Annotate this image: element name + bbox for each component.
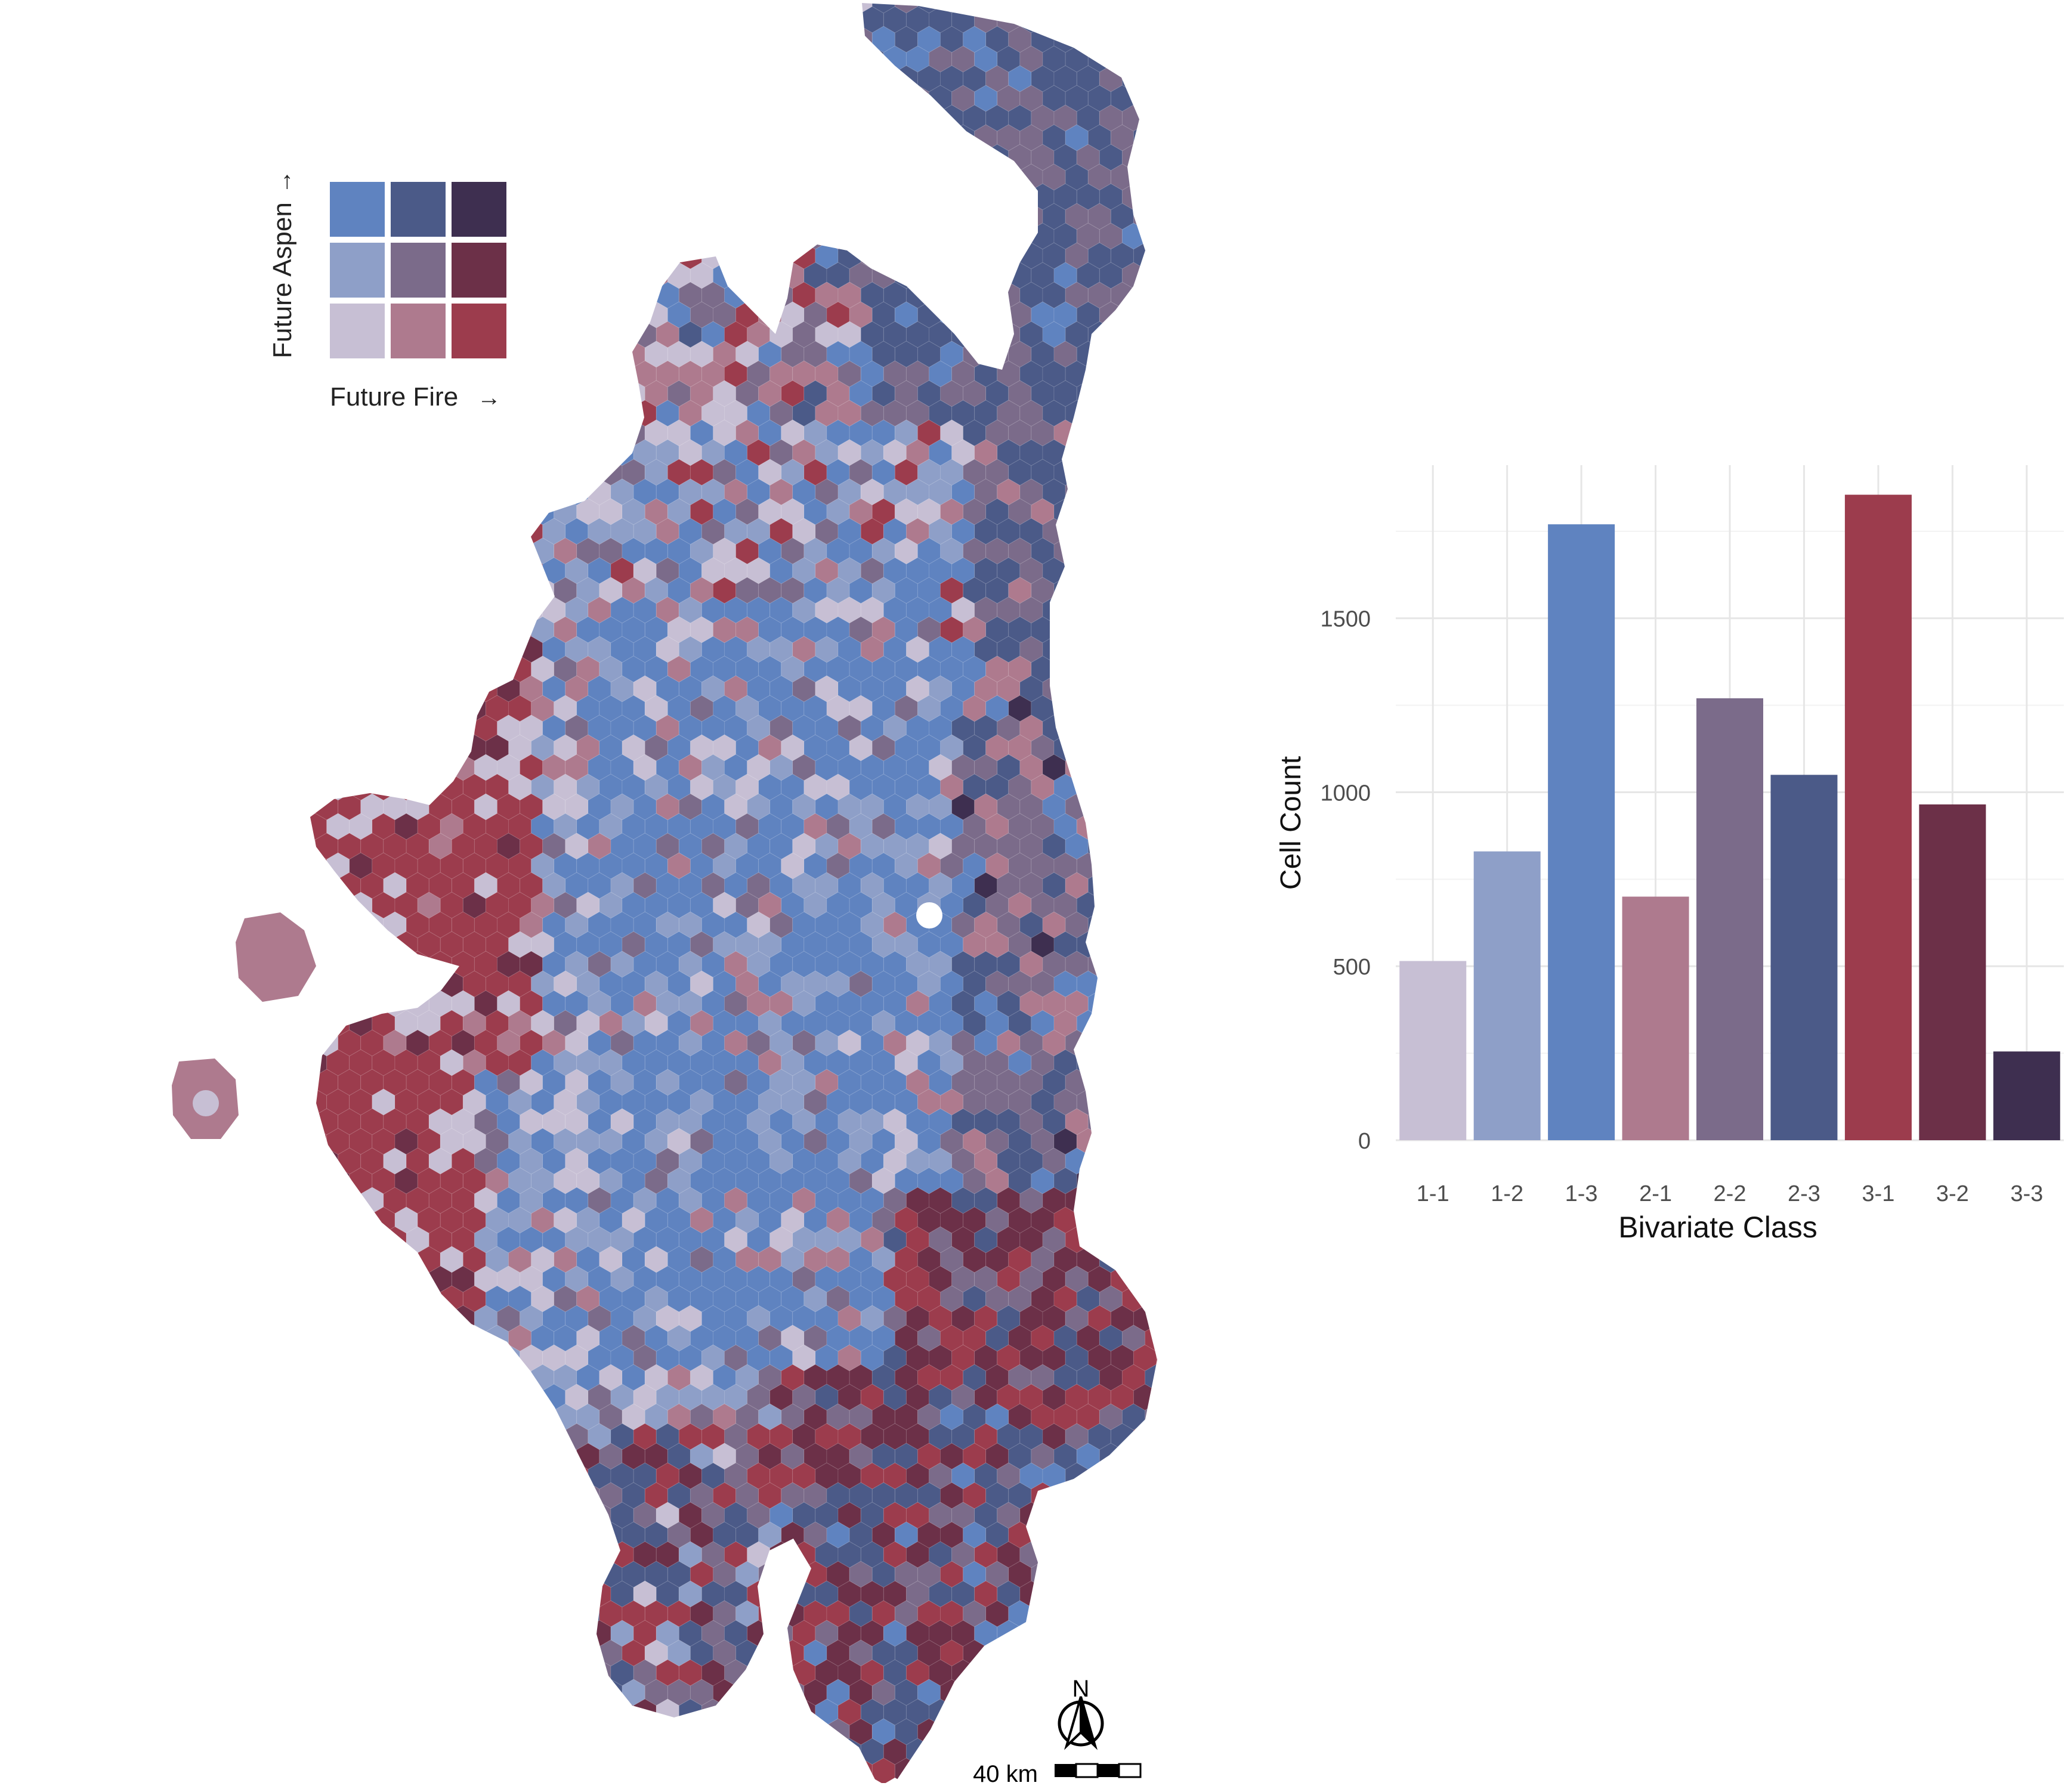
legend-cell-1-2 [391,182,446,237]
bar-chart: 0 500 1000 1500 1-1 1-2 1-3 2-1 2-2 2-3 3-1 3-2 3-3… [1275,465,2064,1244]
legend-y-arrow: → [270,170,296,194]
y-tick-label: 1000 [1320,781,1371,806]
bivariate-legend: Future Aspen → Future Fire → [268,170,506,411]
legend-x-label: Future Fire [330,382,458,411]
bar-3-3 [1993,1051,2060,1140]
scale-label: 40 km [973,1761,1038,1787]
x-tick-label: 3-3 [2010,1181,2043,1206]
legend-cell-1-3 [452,182,506,237]
chart-bars [1399,494,2060,1141]
y-tick-label: 1500 [1320,607,1371,632]
y-axis-title: Cell Count [1275,756,1307,890]
x-tick-label: 2-1 [1639,1181,1672,1206]
bar-2-1 [1622,896,1689,1140]
x-tick-label: 1-3 [1565,1181,1598,1206]
legend-cell-3-2 [391,304,446,358]
legend-cell-2-2 [391,243,446,298]
north-arrow-icon: N [1058,1676,1104,1750]
x-tick-label: 3-2 [1936,1181,1969,1206]
y-tick-label: 500 [1333,955,1371,980]
bivariate-map: Future Aspen → Future Fire → N 40 km [172,3,1157,1787]
x-tick-label: 2-3 [1788,1181,1820,1206]
bar-3-1 [1844,494,1912,1141]
bar-1-1 [1399,961,1467,1140]
y-axis-ticks: 0 500 1000 1500 [1320,607,1371,1154]
x-tick-label: 2-2 [1714,1181,1747,1206]
map-cells [310,3,1157,1783]
legend-x-arrow: → [477,385,501,411]
legend-y-label: Future Aspen [268,202,297,358]
x-tick-label: 3-1 [1862,1181,1894,1206]
legend-cell-3-3 [452,304,506,358]
scale-bar: 40 km [973,1761,1142,1787]
y-tick-label: 0 [1358,1129,1371,1154]
map-islands [172,912,316,1139]
bar-3-2 [1919,804,1986,1140]
legend-color-grid [330,182,506,358]
bar-chart-panel: 0 500 1000 1500 1-1 1-2 1-3 2-1 2-2 2-3 3-1 3-2 3-3… [1193,0,2071,1789]
legend-cell-3-1 [330,304,385,358]
bar-2-3 [1770,775,1838,1140]
x-tick-label: 1-2 [1491,1181,1523,1206]
x-axis-title: Bivariate Class [1618,1211,1817,1244]
legend-cell-2-3 [452,243,506,298]
bivariate-map-panel: Future Aspen → Future Fire → N 40 km [172,3,1157,1787]
legend-cell-2-1 [330,243,385,298]
x-axis-ticks: 1-1 1-2 1-3 2-1 2-2 2-3 3-1 3-2 3-3 [1417,1181,2043,1206]
bar-1-3 [1548,524,1615,1141]
bar-1-2 [1473,851,1541,1140]
x-tick-label: 1-1 [1417,1181,1449,1206]
legend-cell-1-1 [330,182,385,237]
bar-2-2 [1696,698,1763,1140]
